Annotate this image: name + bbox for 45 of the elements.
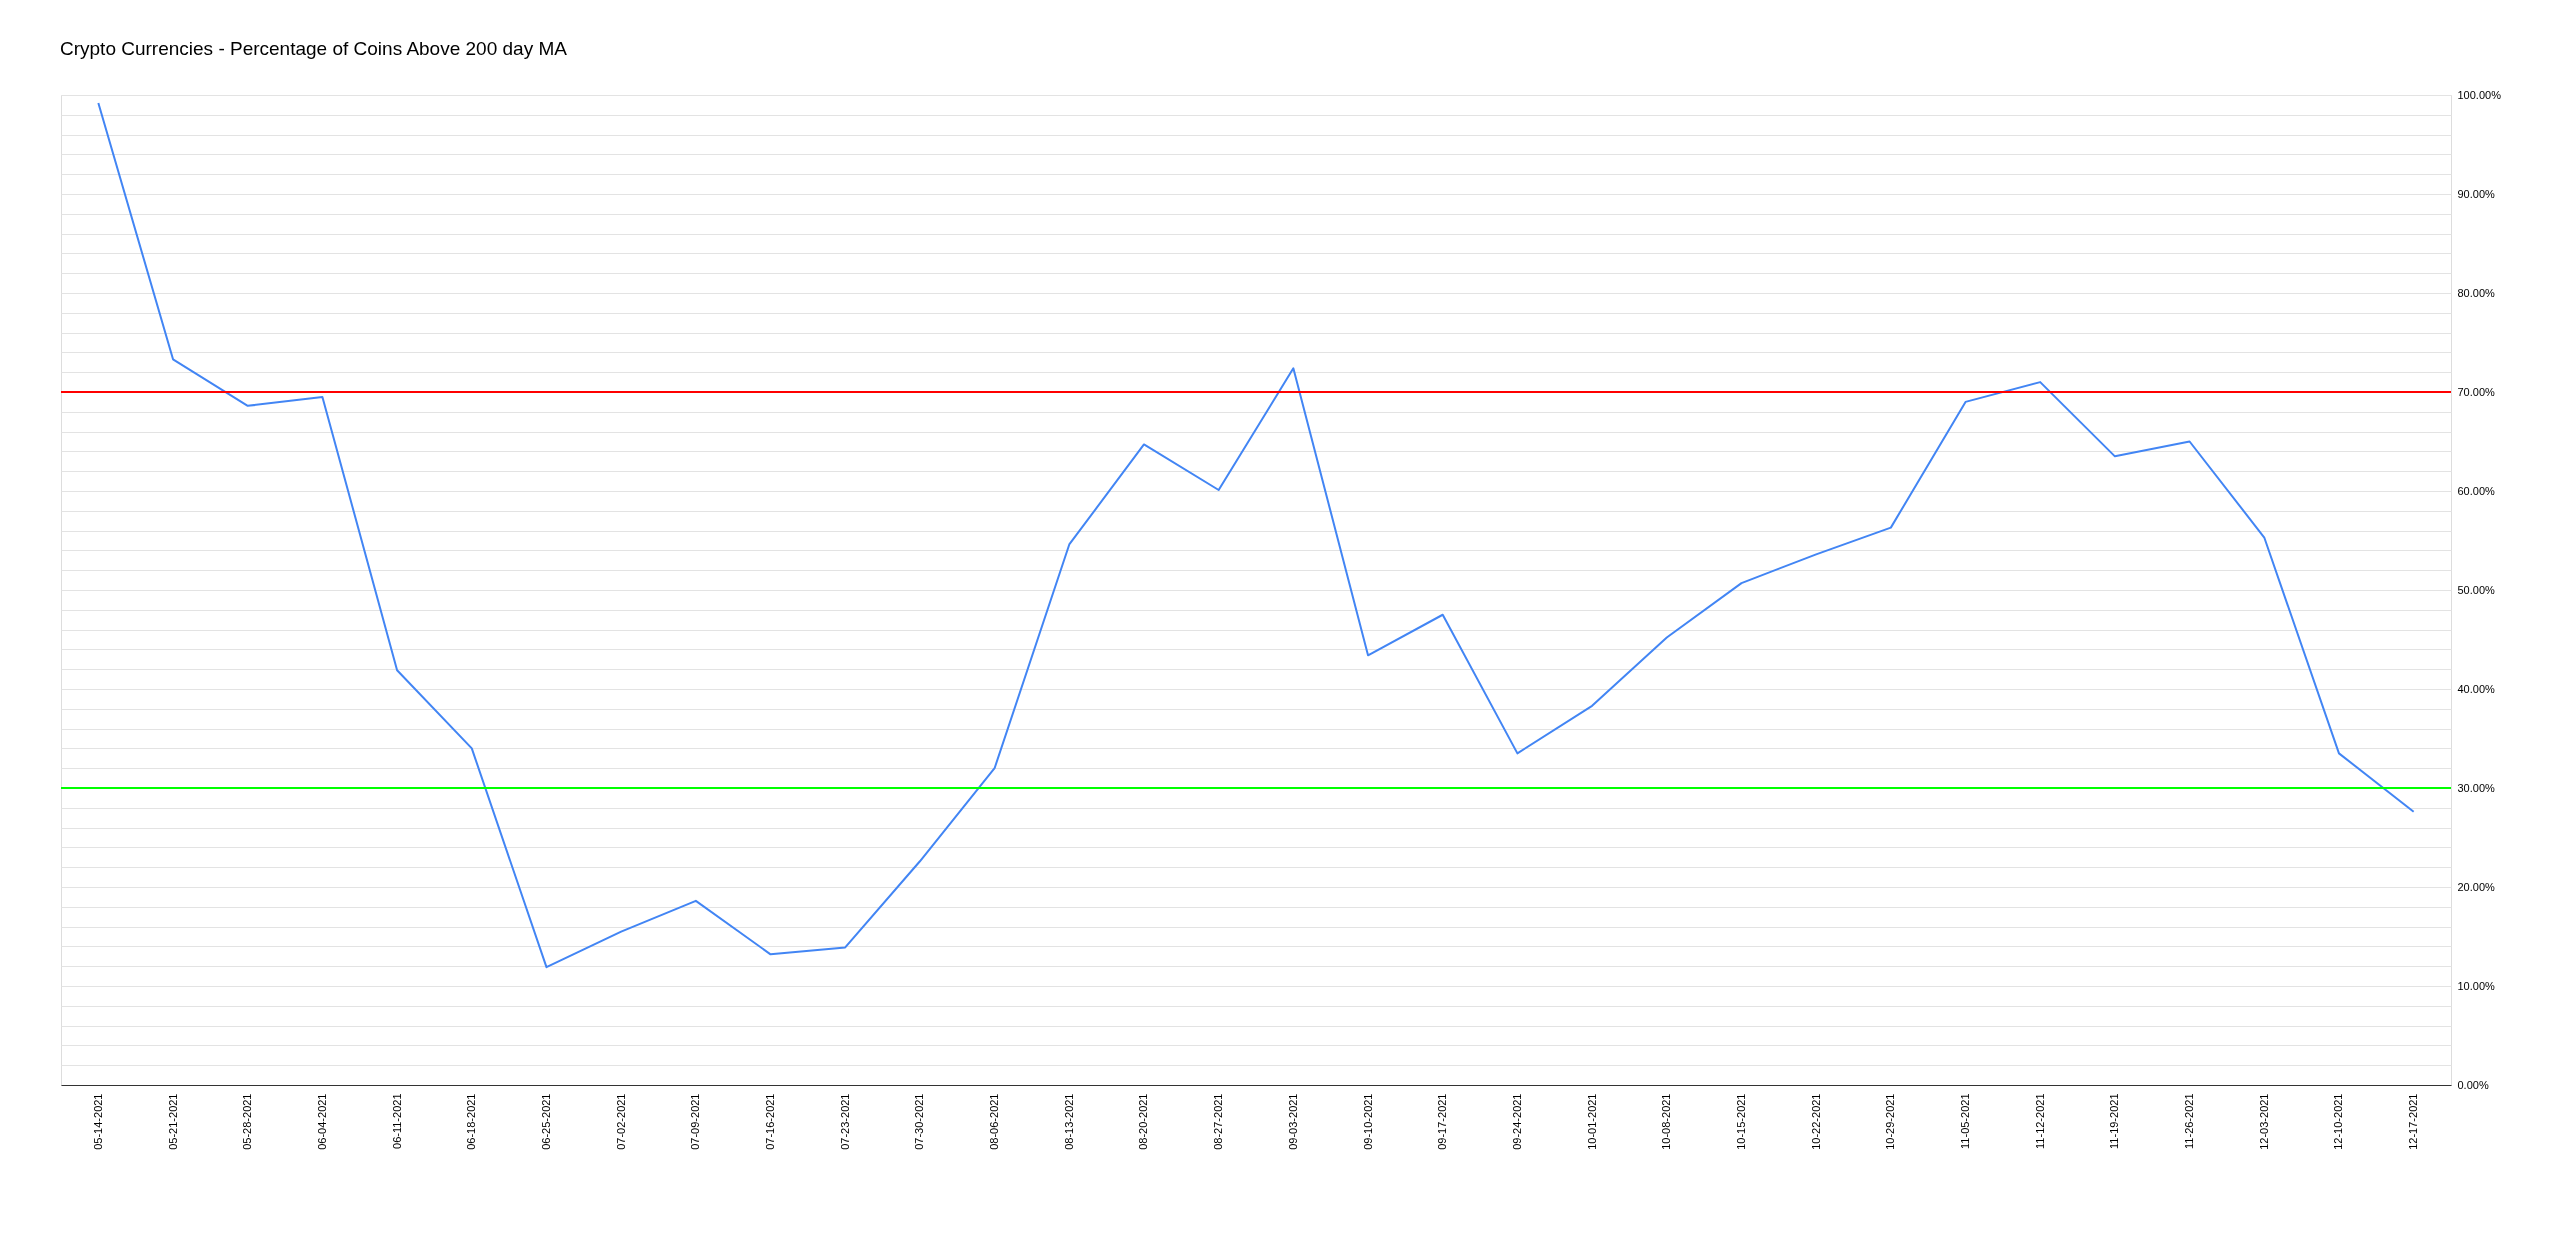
x-tick-label: 11-05-2021 <box>1959 1093 1972 1149</box>
line-series <box>97 101 2415 969</box>
x-tick-label: 08-06-2021 <box>988 1093 1001 1150</box>
x-tick-label: 09-24-2021 <box>1510 1093 1523 1150</box>
y-tick-label: 60.00% <box>2457 484 2496 497</box>
x-tick-label: 10-29-2021 <box>1884 1093 1897 1150</box>
y-tick-label: 10.00% <box>2457 979 2496 992</box>
x-tick-label: 07-02-2021 <box>614 1093 627 1150</box>
x-tick-label: 08-27-2021 <box>1212 1093 1225 1150</box>
y-tick-label: 90.00% <box>2457 187 2496 200</box>
y-tick-label: 0.00% <box>2457 1078 2489 1091</box>
x-tick-label: 07-23-2021 <box>838 1093 851 1150</box>
x-tick-label: 11-12-2021 <box>2033 1093 2046 1149</box>
y-tick-label: 70.00% <box>2457 385 2496 398</box>
x-tick-label: 05-14-2021 <box>91 1093 104 1150</box>
chart-title: Crypto Currencies - Percentage of Coins Above 200 day MA <box>60 38 568 59</box>
x-tick-label: 09-10-2021 <box>1361 1093 1374 1150</box>
y-tick-label: 50.00% <box>2457 583 2496 596</box>
x-tick-label: 06-18-2021 <box>465 1093 478 1150</box>
x-tick-label: 11-19-2021 <box>2108 1093 2121 1149</box>
x-tick-label: 07-16-2021 <box>764 1093 777 1150</box>
x-tick-label: 05-28-2021 <box>241 1093 254 1150</box>
x-tick-label: 12-17-2021 <box>2407 1093 2420 1150</box>
y-tick-label: 80.00% <box>2457 286 2496 299</box>
y-tick-label: 30.00% <box>2457 781 2496 794</box>
x-tick-label: 09-03-2021 <box>1286 1093 1299 1150</box>
x-tick-label: 06-25-2021 <box>539 1093 552 1150</box>
x-tick-label: 12-03-2021 <box>2257 1093 2270 1150</box>
x-tick-label: 08-20-2021 <box>1137 1093 1150 1150</box>
y-tick-label: 20.00% <box>2457 880 2496 893</box>
x-tick-label: 06-04-2021 <box>315 1093 328 1150</box>
x-tick-label: 07-09-2021 <box>689 1093 702 1150</box>
x-tick-label: 08-13-2021 <box>1062 1093 1075 1150</box>
x-tick-label: 06-11-2021 <box>390 1093 403 1149</box>
x-tick-label: 11-26-2021 <box>2183 1093 2196 1149</box>
y-tick-label: 40.00% <box>2457 682 2496 695</box>
x-tick-label: 09-17-2021 <box>1436 1093 1449 1150</box>
y-tick-label: 100.00% <box>2457 88 2502 101</box>
x-tick-label: 10-01-2021 <box>1585 1093 1598 1150</box>
x-tick-label: 10-22-2021 <box>1809 1093 1822 1150</box>
x-tick-label: 07-30-2021 <box>913 1093 926 1150</box>
x-tick-label: 10-08-2021 <box>1660 1093 1673 1150</box>
x-tick-label: 10-15-2021 <box>1734 1093 1747 1150</box>
x-tick-label: 05-21-2021 <box>166 1093 179 1150</box>
x-tick-label: 12-10-2021 <box>2332 1093 2345 1150</box>
